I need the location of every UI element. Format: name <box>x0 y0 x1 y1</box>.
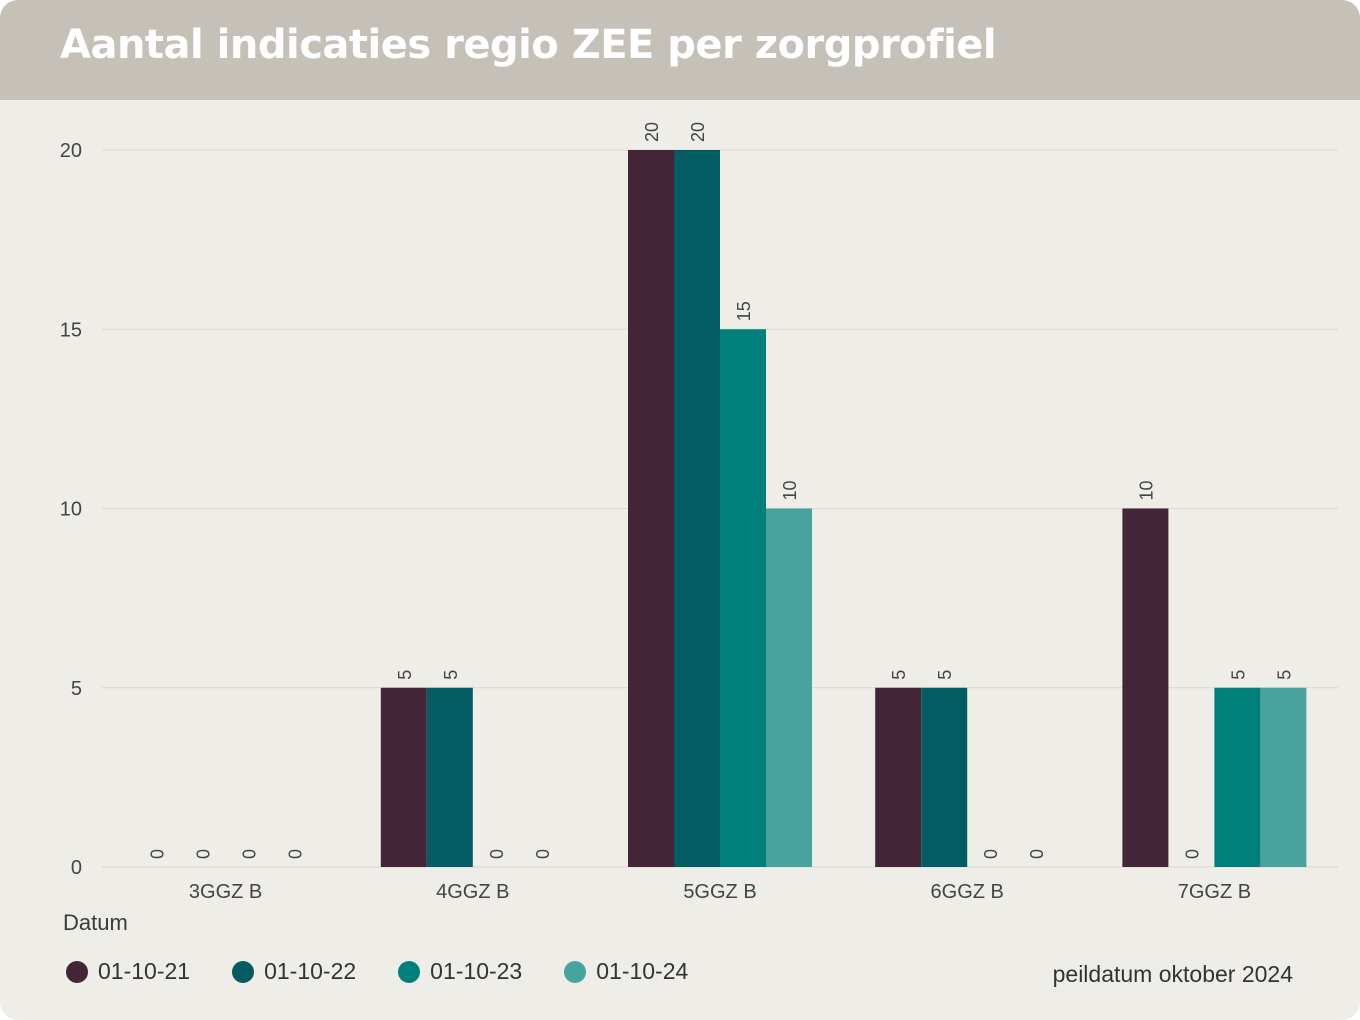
legend-swatch <box>398 960 421 983</box>
x-tick-label: 5GGZ B <box>683 881 756 900</box>
legend-item: 01-10-24 <box>564 958 688 985</box>
bar <box>921 687 968 867</box>
bar <box>766 508 812 867</box>
y-tick-label: 5 <box>71 678 82 700</box>
bar <box>628 150 674 867</box>
data-label: 0 <box>194 849 214 859</box>
data-label: 15 <box>734 301 754 321</box>
legend-item: 01-10-23 <box>398 958 522 985</box>
data-label: 5 <box>935 670 955 680</box>
bar <box>426 687 473 867</box>
data-label: 0 <box>1182 849 1202 859</box>
bar <box>875 687 922 867</box>
data-label: 5 <box>1228 670 1248 680</box>
data-label: 5 <box>441 670 461 680</box>
legend-label: 01-10-22 <box>264 958 357 984</box>
legend-swatch <box>564 960 587 983</box>
data-label: 20 <box>642 122 662 142</box>
legend: 01-10-21 01-10-22 01-10-23 01-10-24 <box>66 958 730 985</box>
data-label: 10 <box>1136 480 1156 500</box>
data-label: 5 <box>889 670 909 680</box>
legend-item: 01-10-21 <box>66 958 190 985</box>
legend-label: 01-10-23 <box>430 958 523 984</box>
data-label: 10 <box>780 480 800 500</box>
legend-swatch <box>232 960 255 983</box>
x-tick-label: 4GGZ B <box>436 881 509 900</box>
data-label: 5 <box>1274 670 1294 680</box>
data-label: 0 <box>1027 849 1047 859</box>
legend-label: 01-10-24 <box>596 958 689 984</box>
data-label: 0 <box>487 849 507 859</box>
bar <box>1260 687 1307 867</box>
y-tick-label: 20 <box>60 140 82 162</box>
bar <box>1122 508 1169 867</box>
bar-chart: 0 5 10 15 20 0 0 0 0 3GGZ B 5 5 0 0 4GGZ B 20 20 15 10 5GGZ… <box>60 122 1338 900</box>
bar <box>720 329 766 867</box>
data-label: 20 <box>688 122 708 142</box>
footnote: peildatum oktober 2024 <box>1052 961 1293 987</box>
data-label: 0 <box>148 849 168 859</box>
x-tick-label: 6GGZ B <box>931 881 1004 900</box>
data-label: 0 <box>981 849 1001 859</box>
y-tick-label: 0 <box>71 857 82 879</box>
y-tick-label: 10 <box>60 499 82 521</box>
bar <box>674 150 720 867</box>
y-tick-label: 15 <box>60 319 82 341</box>
legend-item: 01-10-22 <box>232 958 356 985</box>
data-label: 0 <box>286 849 306 859</box>
data-label: 0 <box>240 849 260 859</box>
legend-label: 01-10-21 <box>98 958 191 984</box>
data-label: 0 <box>533 849 553 859</box>
bar <box>1214 687 1261 867</box>
legend-title: Datum <box>63 910 128 935</box>
chart-title: Aantal indicaties regio ZEE per zorgprof… <box>60 22 997 68</box>
data-label: 5 <box>395 670 415 680</box>
bar <box>380 687 427 867</box>
legend-swatch <box>66 960 88 983</box>
x-tick-label: 3GGZ B <box>189 881 262 900</box>
x-tick-label: 7GGZ B <box>1178 881 1251 900</box>
title-bar: Aantal indicaties regio ZEE per zorgprof… <box>0 0 1360 100</box>
